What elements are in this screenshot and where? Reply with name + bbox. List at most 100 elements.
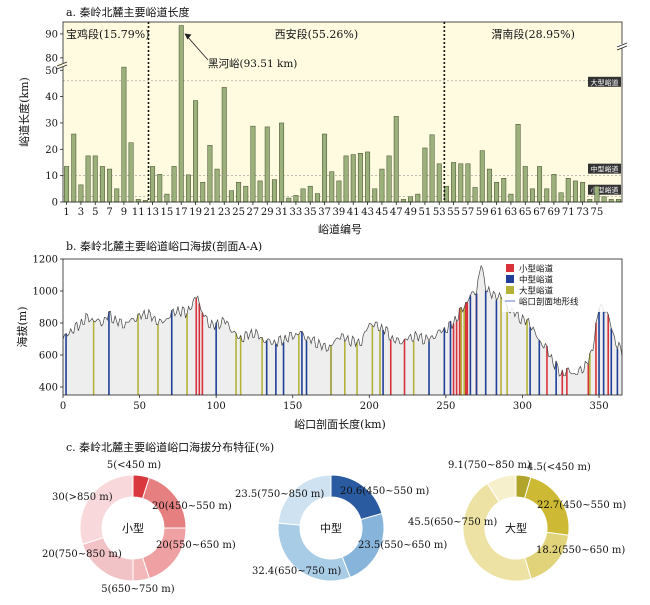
donut-slice bbox=[277, 474, 332, 526]
donut-slice bbox=[486, 474, 517, 503]
panel-a-axis-break-gap bbox=[57, 63, 67, 67]
donut-slice-label: 9.1(750~850 m) bbox=[448, 460, 531, 471]
legend-label: 大型峪道 bbox=[519, 286, 554, 297]
length-bar bbox=[594, 185, 600, 203]
panel-a-x-ticks: 1 3 5 7 9 11 13 15 17 19 21 23 25 27 29 31 33 35 37 39 41 43 4… bbox=[63, 202, 603, 218]
x-tick-label: 53 bbox=[433, 207, 446, 218]
x-tick-label: 67 bbox=[533, 207, 546, 218]
donut-center-label: 大型 bbox=[505, 521, 527, 535]
x-tick-label: 57 bbox=[462, 207, 475, 218]
length-bar bbox=[436, 163, 442, 203]
panel-a-annotation: 黑河峪(93.51 km) bbox=[208, 58, 297, 70]
x-tick-label: 37 bbox=[318, 207, 331, 218]
donut-center-label: 小型 bbox=[122, 521, 144, 535]
y-tick-label: 400 bbox=[39, 383, 58, 394]
panel-b-y-ticks: 400 600 800 1000 1200 bbox=[33, 255, 63, 394]
panel-a-xlabel: 峪道编号 bbox=[318, 222, 362, 236]
length-bar bbox=[185, 174, 191, 203]
length-bar bbox=[508, 193, 514, 203]
panel-a-ylabel: 峪道长度(km) bbox=[17, 77, 31, 147]
x-tick-label: 59 bbox=[476, 207, 489, 218]
panel-a-frame bbox=[62, 21, 623, 203]
x-tick-label: 35 bbox=[304, 207, 317, 218]
length-bar bbox=[293, 195, 299, 203]
donut-slice-label: 5(<450 m) bbox=[107, 460, 161, 471]
x-tick-label: 7 bbox=[106, 207, 112, 218]
length-bar bbox=[551, 174, 557, 203]
legend-swatch bbox=[506, 264, 514, 272]
length-bar bbox=[264, 126, 270, 203]
y-tick-label: 50 bbox=[45, 66, 58, 77]
length-bar bbox=[257, 180, 263, 203]
length-bar bbox=[408, 196, 414, 203]
length-bar bbox=[322, 133, 328, 203]
donut-chart: 4.5(<450 m) 22.7(450~550 m) 18.2(550~650 m… bbox=[408, 460, 626, 582]
x-tick-label: 200 bbox=[360, 401, 379, 412]
x-tick-label: 33 bbox=[290, 207, 303, 218]
donut-slice-label: 22.7(450~550 m) bbox=[537, 500, 626, 511]
y-tick-label: 40 bbox=[45, 92, 58, 103]
panel-c-donuts: 5(<450 m) 20(450~550 m) 20(550~650 m) 5(650… bbox=[42, 460, 626, 595]
panel-c-title: c. 秦岭北麓主要峪道峪口海拔分布特征(%) bbox=[66, 440, 274, 454]
x-tick-label: 51 bbox=[419, 207, 432, 218]
x-tick-label: 100 bbox=[207, 401, 226, 412]
length-bar bbox=[221, 87, 227, 203]
section-label: 宝鸡段(15.79%) bbox=[66, 27, 150, 41]
x-tick-label: 29 bbox=[261, 207, 274, 218]
length-bar bbox=[465, 163, 471, 203]
panel-b-terrain-line bbox=[62, 264, 623, 377]
panel-b-ylabel: 海拔(m) bbox=[15, 306, 29, 347]
donut-slice-label: 20.6(450~550 m) bbox=[340, 486, 429, 497]
length-bar bbox=[422, 147, 428, 203]
y-tick-label: 1000 bbox=[33, 287, 58, 298]
length-bar bbox=[544, 188, 550, 203]
threshold-label-text: 中型峪道 bbox=[591, 165, 619, 174]
length-bar bbox=[479, 150, 485, 203]
length-bar bbox=[601, 196, 607, 203]
x-tick-label: 39 bbox=[333, 207, 346, 218]
length-bar bbox=[121, 66, 127, 203]
length-bar bbox=[314, 193, 320, 203]
y-tick-label: 30 bbox=[45, 118, 58, 129]
length-bar bbox=[336, 180, 342, 203]
legend-item: 大型峪道 bbox=[506, 286, 554, 297]
length-bar bbox=[486, 168, 492, 203]
length-bar bbox=[64, 166, 70, 203]
length-bar bbox=[164, 193, 170, 203]
panel-a-title: a. 秦岭北麓主要峪道长度 bbox=[66, 5, 190, 19]
x-tick-label: 31 bbox=[275, 207, 288, 218]
x-tick-label: 11 bbox=[132, 207, 145, 218]
x-tick-label: 9 bbox=[121, 207, 127, 218]
panel-b-frame bbox=[62, 258, 623, 396]
length-bar bbox=[494, 181, 500, 203]
donut-slice bbox=[79, 474, 134, 546]
length-bar bbox=[515, 124, 521, 203]
x-tick-label: 45 bbox=[376, 207, 389, 218]
y-tick-label: 80 bbox=[45, 53, 58, 64]
length-bar bbox=[200, 181, 206, 203]
legend-swatch bbox=[506, 286, 514, 294]
x-tick-label: 55 bbox=[447, 207, 460, 218]
legend-item: 峪口剖面地形线 bbox=[505, 297, 579, 308]
threshold-label-text: 小型峪道 bbox=[591, 186, 619, 195]
threshold-label: 小型峪道 bbox=[588, 184, 621, 195]
donut-chart: 5(<450 m) 20(450~550 m) 20(550~650 m) 5(650… bbox=[42, 460, 236, 595]
length-bar bbox=[228, 190, 234, 203]
threshold-label-bg bbox=[588, 163, 621, 174]
donut-slice-label: 18.2(550~650 m) bbox=[536, 545, 625, 556]
x-tick-label: 17 bbox=[175, 207, 188, 218]
panel-b-title: b. 秦岭北麓主要峪道峪口海拔(剖面A-A) bbox=[66, 239, 262, 253]
section-label: 渭南段(28.95%) bbox=[491, 27, 575, 41]
x-tick-label: 15 bbox=[161, 207, 174, 218]
x-tick-label: 73 bbox=[576, 207, 589, 218]
length-bar bbox=[357, 153, 363, 203]
donut-slice-label: 45.5(650~750 m) bbox=[408, 517, 497, 528]
length-bar bbox=[171, 166, 177, 203]
length-bar bbox=[415, 193, 421, 203]
length-bar bbox=[236, 181, 242, 203]
length-bar bbox=[501, 178, 507, 203]
x-tick-label: 21 bbox=[204, 207, 217, 218]
section-label: 西安段(55.26%) bbox=[275, 27, 359, 41]
